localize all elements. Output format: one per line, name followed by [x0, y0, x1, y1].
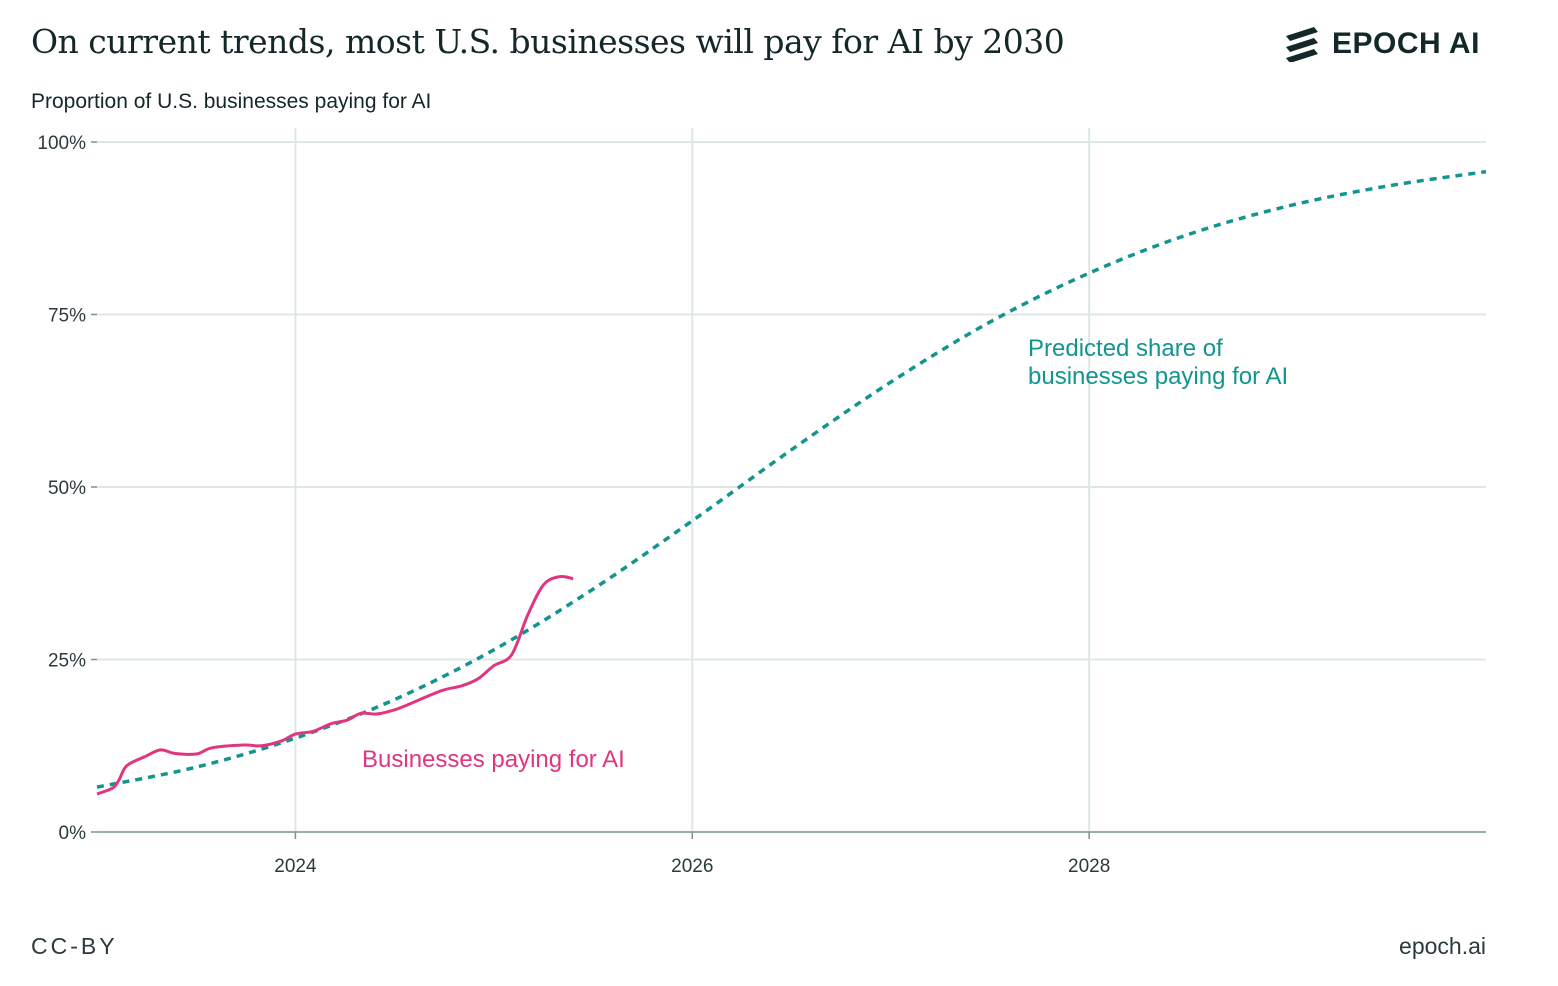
- y-tick-label: 100%: [37, 133, 86, 154]
- predicted-series-label-line1: Predicted share of: [1028, 335, 1223, 362]
- predicted-series-line: [96, 169, 1487, 789]
- observed-series-label: Businesses paying for AI: [362, 746, 625, 773]
- logo-text: EPOCH AI: [1332, 27, 1480, 60]
- chart-title: On current trends, most U.S. businesses …: [31, 22, 1065, 61]
- site-link[interactable]: epoch.ai: [1399, 933, 1486, 959]
- epoch-logo-icon: [1286, 27, 1318, 62]
- y-tick-label: 75%: [48, 306, 86, 327]
- observed-series-line: [96, 574, 574, 796]
- predicted-series-label-line2: businesses paying for AI: [1028, 363, 1288, 390]
- license-label: CC-BY: [31, 933, 118, 959]
- y-tick-label: 25%: [48, 651, 86, 672]
- x-tick-label: 2024: [274, 856, 317, 877]
- x-tick-label: 2026: [671, 856, 713, 877]
- x-tick-label: 2028: [1068, 856, 1110, 877]
- y-tick-label: 50%: [48, 478, 86, 499]
- epoch-ai-logo[interactable]: EPOCH AI: [1284, 26, 1480, 62]
- y-tick-label: 0%: [59, 823, 87, 844]
- y-axis-label: Proportion of U.S. businesses paying for…: [31, 90, 432, 113]
